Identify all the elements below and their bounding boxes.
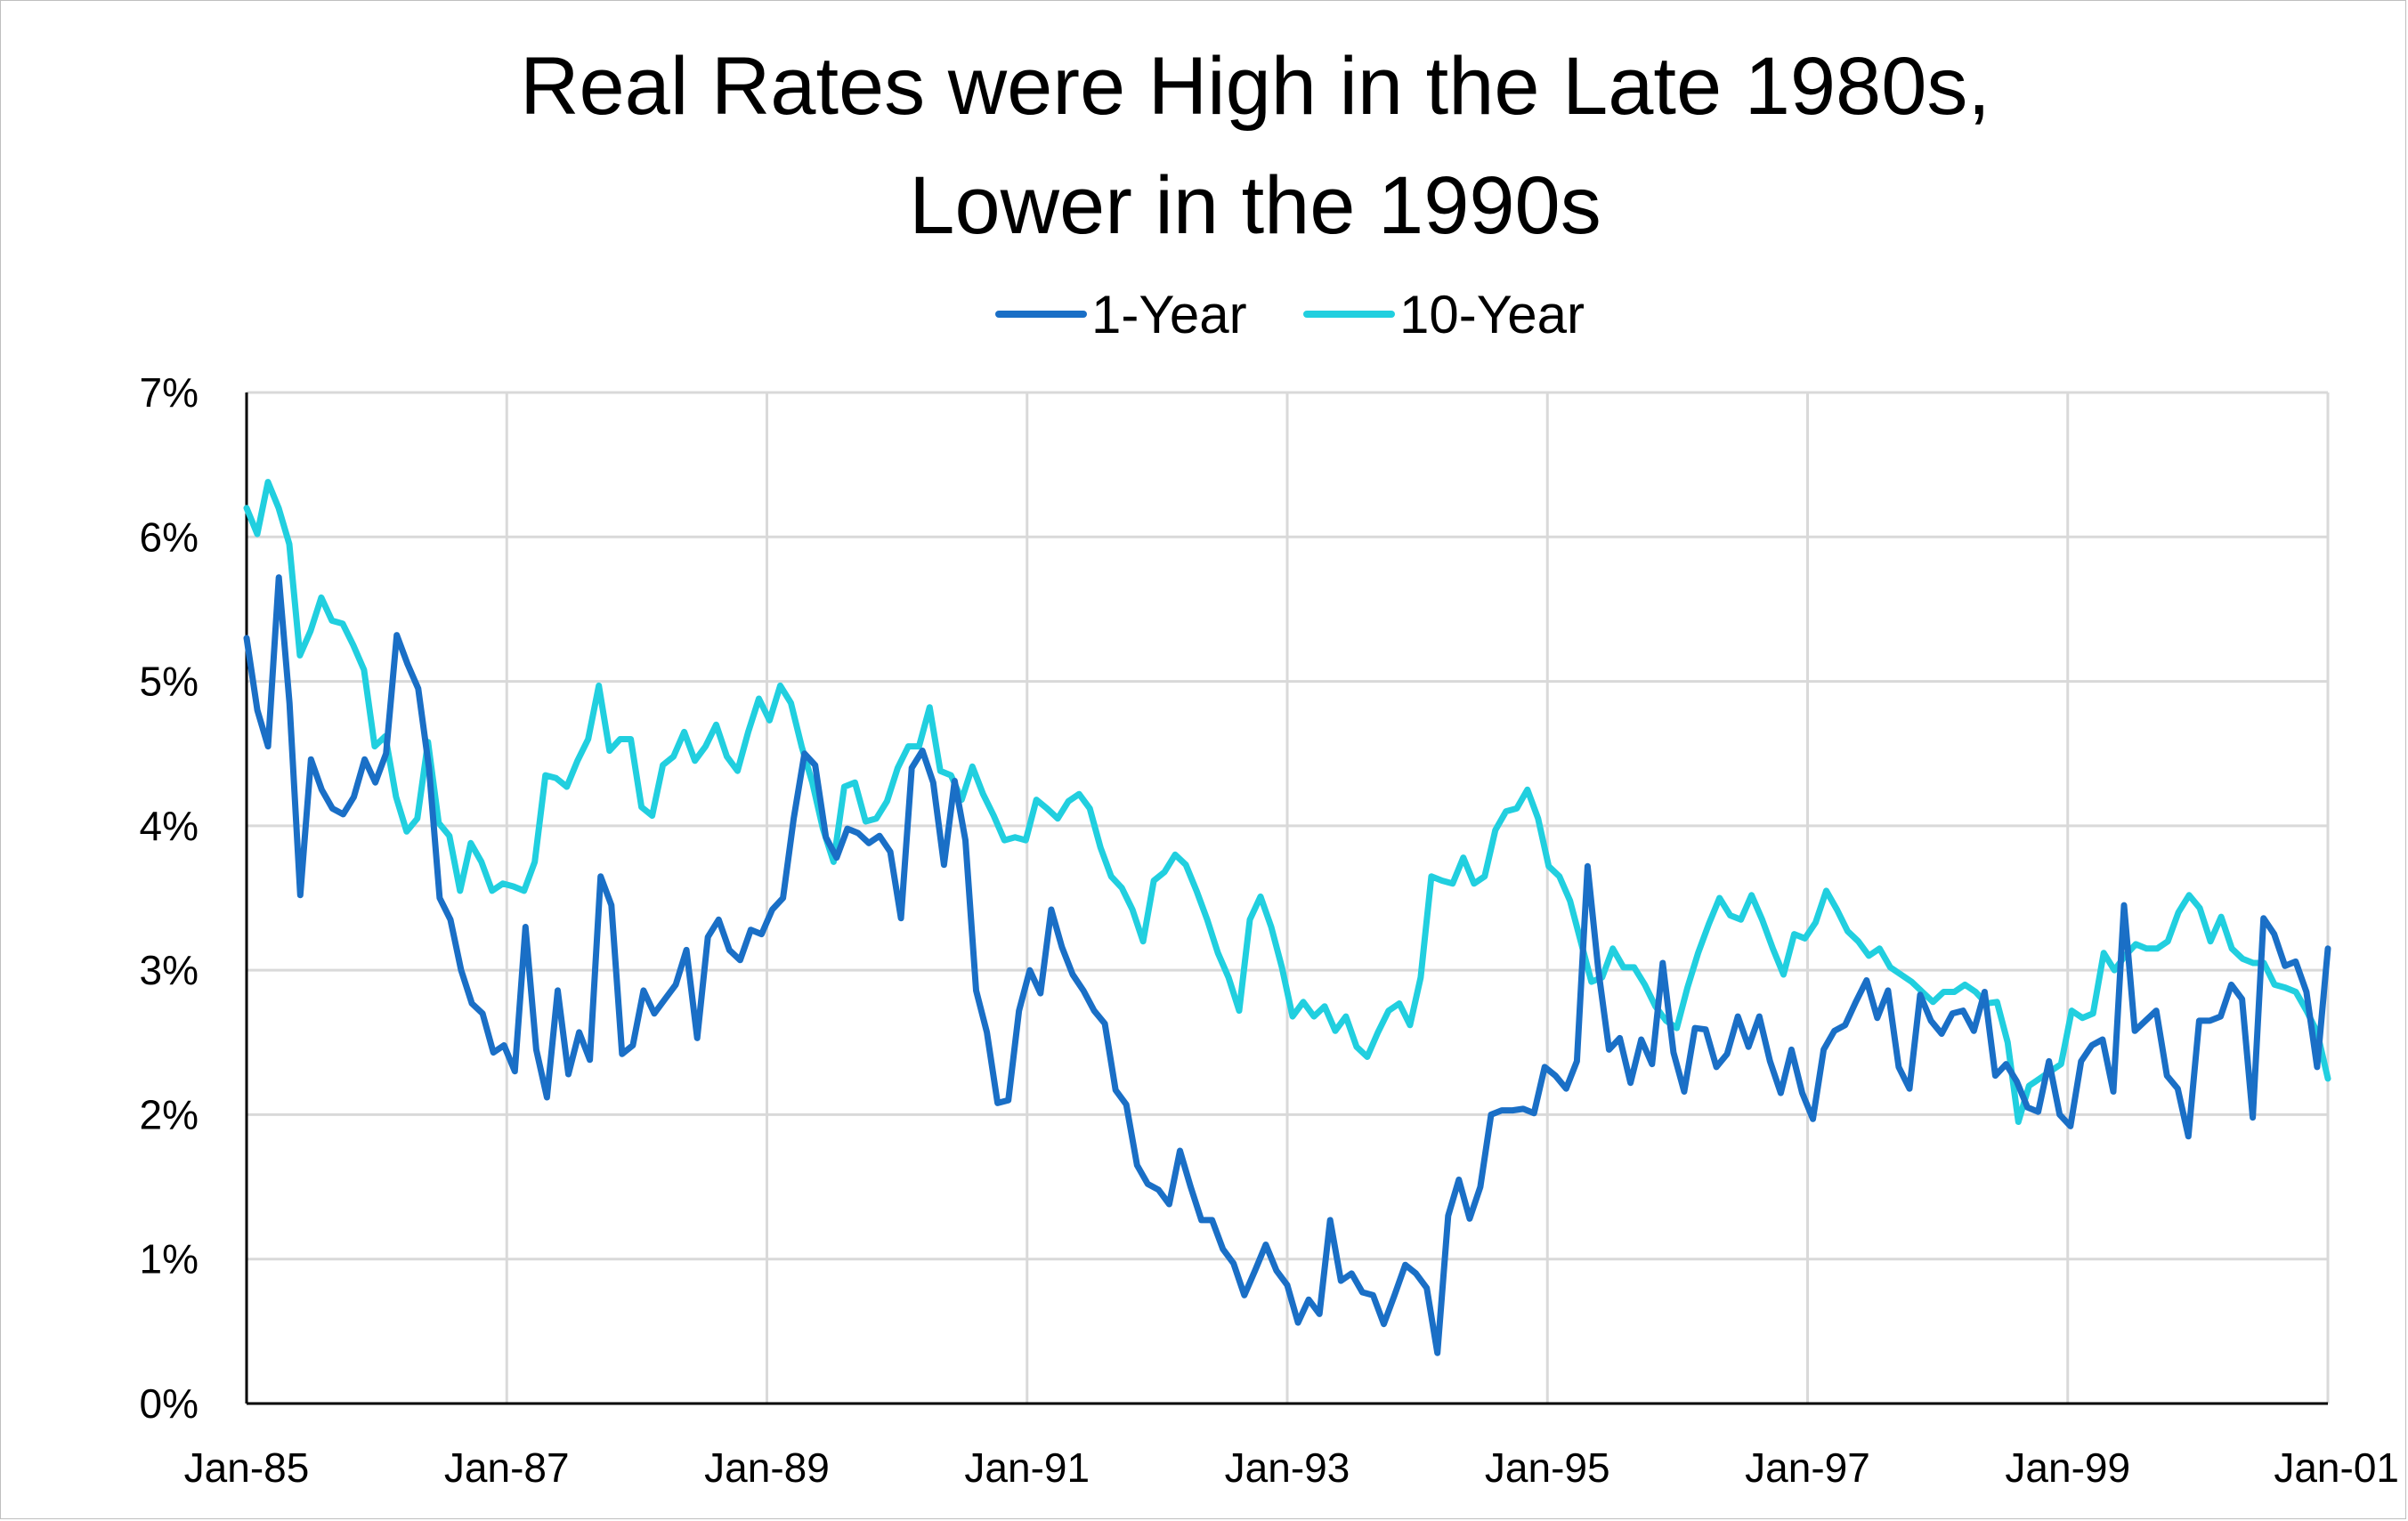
y-tick-label: 0% [140,1380,199,1427]
y-tick-label: 1% [140,1236,199,1282]
y-axis-ticks: 0% 1% 2% 3% 4% 5% 6% 7% [140,369,199,1427]
x-tick-label: Jan-97 [1745,1444,1870,1491]
y-tick-label: 7% [140,369,199,416]
axes [245,392,2328,1405]
legend-label-1-year: 1-Year [1091,285,1247,344]
chart-title-line-1: Real Rates were High in the Late 1980s, [520,41,1990,132]
series-layer [243,479,2331,1356]
y-tick-label: 2% [140,1091,199,1137]
x-tick-label: Jan-85 [184,1444,310,1491]
y-tick-label: 5% [140,659,199,705]
x-tick-label: Jan-89 [704,1444,830,1491]
legend: 1-Year 10-Year [995,285,1585,344]
x-tick-label: Jan-93 [1225,1444,1350,1491]
x-tick-label: Jan-95 [1485,1444,1610,1491]
gridlines [247,391,2330,1404]
series-line-1-year [243,574,2331,1356]
y-tick-label: 6% [140,514,199,560]
x-tick-label: Jan-99 [2005,1444,2130,1491]
x-tick-label: Jan-87 [444,1444,570,1491]
x-axis-ticks: Jan-85 Jan-87 Jan-89 Jan-91 Jan-93 Jan-95 Jan-… [184,1444,2399,1491]
y-tick-label: 3% [140,947,199,993]
y-tick-label: 4% [140,803,199,849]
x-tick-label: Jan-01 [2274,1444,2399,1491]
chart-title-line-2: Lower in the 1990s [909,160,1601,251]
x-tick-label: Jan-91 [964,1444,1090,1491]
legend-label-10-year: 10-Year [1399,285,1585,344]
